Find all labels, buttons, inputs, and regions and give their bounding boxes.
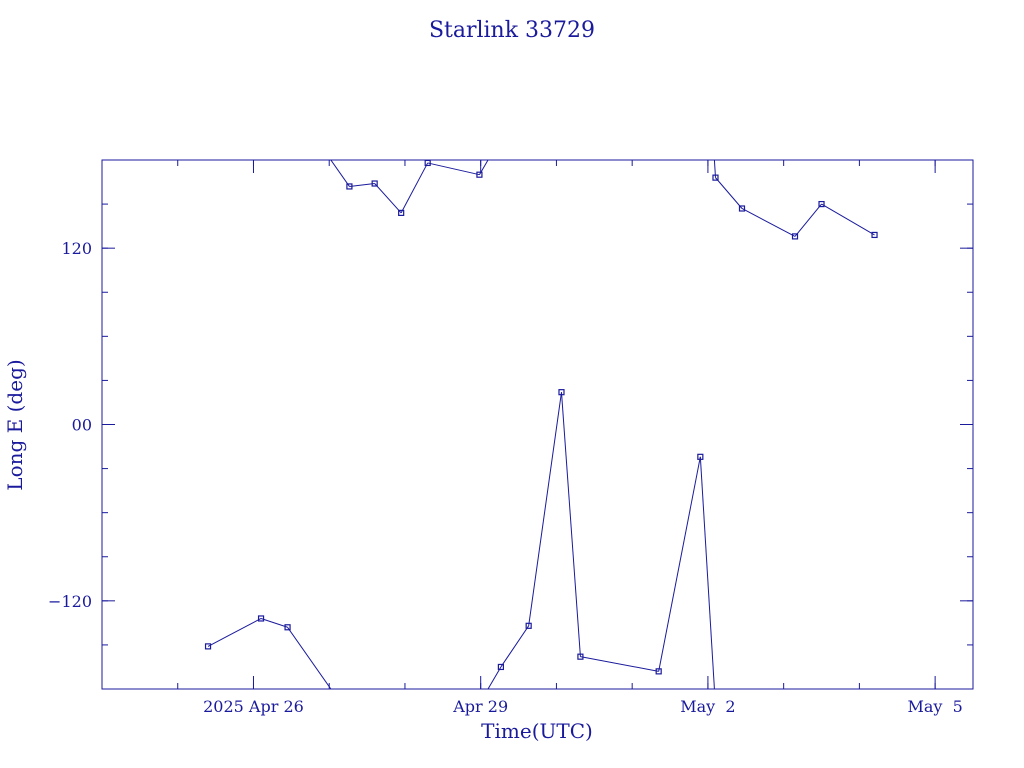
data-point (558, 389, 565, 396)
series-segment (349, 183, 375, 187)
data-point (525, 622, 532, 629)
series-segment (580, 656, 659, 672)
data-point (791, 233, 799, 240)
x-tick-label: May 2 (680, 697, 735, 716)
series-segment (821, 203, 875, 236)
series-segment (260, 617, 288, 628)
series-segment (500, 625, 530, 668)
y-tick-label: 00 (72, 416, 92, 435)
series-segment (400, 162, 429, 214)
data-point (577, 653, 584, 660)
data-point (257, 615, 265, 622)
series-segment (374, 183, 402, 214)
series-segment (658, 456, 701, 672)
data-point (371, 180, 378, 187)
x-tick-label: Apr 29 (452, 697, 508, 716)
data-point (476, 171, 483, 178)
data-point (818, 200, 825, 208)
data-point (284, 624, 291, 631)
series-segment (715, 177, 743, 209)
x-axis-label: Time(UTC) (481, 719, 593, 743)
axis-ticks (102, 160, 973, 689)
x-tick-label: 2025 Apr 26 (203, 697, 304, 716)
series-segment (330, 160, 350, 187)
series-segment (741, 208, 796, 237)
series-segment (487, 666, 502, 689)
series-segment (699, 456, 715, 689)
series-segment (794, 203, 822, 237)
series-lines (207, 160, 875, 689)
y-tick-label: −120 (48, 592, 92, 611)
data-point (497, 663, 504, 671)
data-point (204, 643, 212, 650)
data-point (398, 209, 405, 216)
data-point (424, 159, 431, 167)
x-tick-label: May 5 (907, 697, 962, 716)
series-segment (287, 626, 332, 689)
axis-tick-labels: 2025 Apr 26 Apr 29 May 2 May 5 120 00 −120 (48, 239, 963, 716)
y-axis-label: Long E (deg) (3, 359, 27, 490)
plot-frame (101, 159, 974, 690)
data-point (738, 205, 746, 212)
series-segment (427, 162, 480, 176)
series-segment (479, 160, 489, 175)
data-point (697, 453, 704, 460)
data-point (712, 174, 719, 181)
data-point (871, 231, 878, 239)
y-tick-label: 120 (61, 239, 92, 258)
series-segment (560, 392, 581, 657)
series-segment (528, 392, 562, 626)
data-point (346, 183, 353, 190)
series-segment (207, 618, 262, 647)
series-points (204, 159, 878, 675)
data-point (655, 668, 662, 675)
series-segment (713, 160, 716, 178)
chart-title: Starlink 33729 (429, 18, 595, 43)
